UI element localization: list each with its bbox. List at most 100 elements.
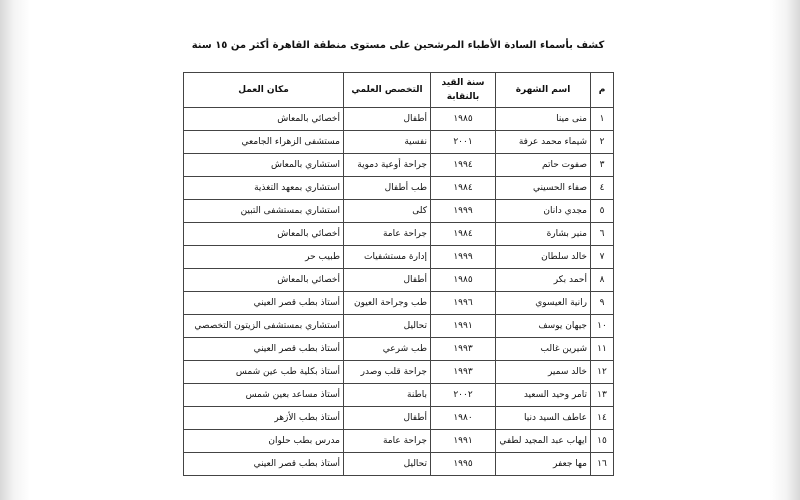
table-cell: خالد سلطان [495,245,591,269]
table-cell: ١٩٩٥ [430,452,496,476]
table-cell: ١٩٩١ [430,314,496,338]
table-cell: مجدي دانان [495,199,591,223]
table-cell: ١٩٩٦ [430,291,496,315]
table-cell: جراحة أوعية دموية [343,153,431,177]
table-cell: ١٢ [590,360,614,384]
document-title: كشف بأسماء السادة الأطباء المرشحين على م… [191,40,605,51]
table-row: ١٦ مها جعفر ١٩٩٥ تحاليل أستاذ بطب قصر العيني [183,452,614,476]
table-cell: جراحة عامة [343,222,431,246]
table-cell: ١٩٩٩ [430,199,496,223]
table-cell: استشاري بمستشفى التبين [183,199,344,223]
table-row: ١١ شيرين غالب ١٩٩٣ طب شرعي أستاذ بطب قصر الع… [183,337,614,361]
table-cell: ١٩٩٩ [430,245,496,269]
table-cell: طب وجراحة العيون [343,291,431,315]
table-row: ١٤ عاطف السيد دنيا ١٩٨٠ أطفال أستاذ بطب الأز… [183,406,614,430]
table-cell: شيرين غالب [495,337,591,361]
table-cell: باطنة [343,383,431,407]
table-cell: منى مينا [495,107,591,131]
table-row: ٧ خالد سلطان ١٩٩٩ إدارة مستشفيات طبيب حر [183,245,614,269]
table-cell: ١١ [590,337,614,361]
table-cell: تامر وحيد السعيد [495,383,591,407]
table-cell: ١٩٩٣ [430,337,496,361]
table-cell: رانية العيسوي [495,291,591,315]
table-row: ١٣ تامر وحيد السعيد ٢٠٠٢ باطنة أستاذ مساعد ب… [183,383,614,407]
table-cell: عاطف السيد دنيا [495,406,591,430]
table-cell: جراحة قلب وصدر [343,360,431,384]
table-cell: إدارة مستشفيات [343,245,431,269]
table-row: ٨ أحمد بكر ١٩٨٥ أطفال أخصائي بالمعاش [183,268,614,292]
table-row: ٩ رانية العيسوي ١٩٩٦ طب وجراحة العيون أستاذ … [183,291,614,315]
table-cell: أطفال [343,268,431,292]
table-body: ١ منى مينا ١٩٨٥ أطفال أخصائي بالمعاش ٢ شيماء م… [183,107,614,476]
table-row: ٢ شيماء محمد عرفة ٢٠٠١ نفسية مستشفى الزهراء … [183,130,614,154]
table-cell: ١٩٨٥ [430,268,496,292]
table-cell: أطفال [343,406,431,430]
candidates-table: م اسم الشهرة سنة القيد بالنقابة التخصص العل… [183,72,614,476]
table-cell: أخصائي بالمعاش [183,222,344,246]
table-row: ١٥ ايهاب عبد المجيد لطفي ١٩٩١ جراحة عامة مدر… [183,429,614,453]
table-row: ٤ صفاء الحسيني ١٩٨٤ طب أطفال استشاري بمعهد ا… [183,176,614,200]
table-cell: طب أطفال [343,176,431,200]
table-cell: ١٦ [590,452,614,476]
column-header: التخصص العلمي [343,72,431,108]
table-cell: طبيب حر [183,245,344,269]
table-cell: استشاري بالمعاش [183,153,344,177]
table-cell: ٤ [590,176,614,200]
table-cell: ١٣ [590,383,614,407]
table-cell: نفسية [343,130,431,154]
table-cell: ٣ [590,153,614,177]
table-cell: ١٩٨٤ [430,176,496,200]
table-cell: ١٩٩١ [430,429,496,453]
table-cell: ٨ [590,268,614,292]
table-cell: أحمد بكر [495,268,591,292]
table-row: ١ منى مينا ١٩٨٥ أطفال أخصائي بالمعاش [183,107,614,131]
table-cell: شيماء محمد عرفة [495,130,591,154]
table-row: ٥ مجدي دانان ١٩٩٩ كلى استشاري بمستشفى التبين [183,199,614,223]
table-cell: استشاري بمعهد التغذية [183,176,344,200]
table-cell: ١ [590,107,614,131]
table-cell: جيهان يوسف [495,314,591,338]
table-cell: ٩ [590,291,614,315]
table-cell: مدرس بطب حلوان [183,429,344,453]
table-cell: ٧ [590,245,614,269]
table-cell: ١٩٨٥ [430,107,496,131]
table-cell: صفاء الحسيني [495,176,591,200]
table-row: ٦ منير بشارة ١٩٨٤ جراحة عامة أخصائي بالمعاش [183,222,614,246]
table-cell: أخصائي بالمعاش [183,268,344,292]
table-cell: جراحة عامة [343,429,431,453]
column-header: سنة القيد بالنقابة [430,72,496,108]
table-cell: استشاري بمستشفى الزيتون التخصصي [183,314,344,338]
table-cell: أستاذ بطب قصر العيني [183,452,344,476]
table-cell: طب شرعي [343,337,431,361]
table-cell: ١٩٩٤ [430,153,496,177]
table-cell: أستاذ بطب قصر العيني [183,337,344,361]
table-cell: ١٩٩٣ [430,360,496,384]
column-header: مكان العمل [183,72,344,108]
table-cell: أستاذ بطب قصر العيني [183,291,344,315]
table-cell: ٥ [590,199,614,223]
table-cell: أستاذ بطب الأزهر [183,406,344,430]
table-cell: منير بشارة [495,222,591,246]
table-cell: تحاليل [343,314,431,338]
table-cell: ١٤ [590,406,614,430]
table-cell: ٢ [590,130,614,154]
table-cell: ١٥ [590,429,614,453]
table-cell: مها جعفر [495,452,591,476]
header-row: م اسم الشهرة سنة القيد بالنقابة التخصص العل… [183,72,614,108]
table-cell: ٢٠٠٢ [430,383,496,407]
table-cell: ١٩٨٠ [430,406,496,430]
table-cell: أطفال [343,107,431,131]
table-cell: أستاذ بكلية طب عين شمس [183,360,344,384]
table-cell: ١٩٨٤ [430,222,496,246]
table-cell: أخصائي بالمعاش [183,107,344,131]
table-cell: تحاليل [343,452,431,476]
table-cell: صفوت حاتم [495,153,591,177]
table-row: ١٢ خالد سمير ١٩٩٣ جراحة قلب وصدر أستاذ بكلية… [183,360,614,384]
table-cell: أستاذ مساعد بعين شمس [183,383,344,407]
column-header: م [590,72,614,108]
table-row: ٣ صفوت حاتم ١٩٩٤ جراحة أوعية دموية استشاري ب… [183,153,614,177]
table-cell: خالد سمير [495,360,591,384]
table-cell: ١٠ [590,314,614,338]
table-cell: ٦ [590,222,614,246]
